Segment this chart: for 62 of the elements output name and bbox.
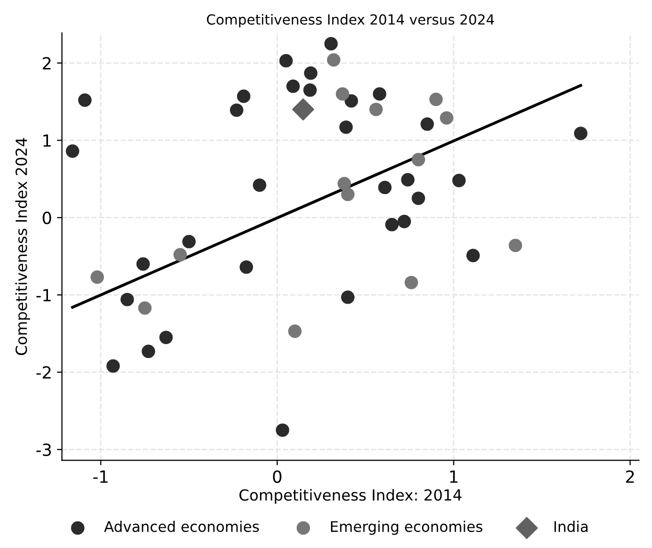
point	[78, 93, 92, 107]
y-tick-label: 1	[43, 134, 51, 147]
point	[90, 270, 104, 284]
point	[182, 234, 196, 248]
point	[385, 218, 399, 232]
point	[412, 152, 426, 166]
point	[341, 188, 355, 202]
point	[142, 344, 156, 358]
point	[420, 117, 434, 131]
point	[404, 276, 418, 290]
point	[336, 87, 350, 101]
point	[120, 292, 134, 306]
legend-label: Advanced economies	[104, 520, 259, 532]
point	[236, 90, 250, 103]
x-tick-label: -1	[93, 470, 108, 483]
point	[466, 248, 480, 262]
y-tick-label: -3	[36, 443, 51, 456]
point	[240, 260, 254, 274]
point	[138, 301, 152, 315]
point	[279, 54, 293, 68]
point	[344, 94, 358, 108]
point	[276, 423, 290, 437]
x-tick-label: 0	[273, 470, 282, 483]
x-axis-title: Competitiveness Index: 2014	[239, 488, 462, 504]
x-tick-label: 2	[626, 470, 634, 483]
y-axis-title: Competitiveness Index 2024	[15, 138, 30, 356]
point	[288, 324, 302, 338]
point	[378, 180, 392, 194]
point	[339, 120, 353, 134]
point	[398, 214, 411, 228]
point	[372, 87, 386, 101]
point	[412, 192, 426, 205]
point	[106, 359, 120, 373]
y-tick-label: 0	[42, 212, 52, 224]
point	[338, 176, 351, 190]
point	[66, 144, 80, 158]
legend-label: Emerging economies	[331, 520, 482, 535]
point	[508, 238, 522, 252]
point	[304, 66, 318, 80]
point	[252, 178, 266, 192]
point	[326, 53, 340, 67]
chart-title: Competitiveness Index 2014 versus 2024	[206, 14, 494, 28]
point	[286, 80, 300, 93]
point	[159, 330, 173, 344]
point	[401, 173, 415, 186]
point	[452, 174, 466, 188]
point	[292, 98, 314, 120]
point	[341, 290, 355, 304]
point	[574, 126, 588, 140]
point	[369, 102, 383, 116]
point	[173, 248, 187, 262]
point	[136, 257, 150, 271]
point	[324, 36, 338, 50]
y-tick-label: -2	[36, 366, 51, 379]
y-tick-label: -1	[36, 289, 51, 302]
point	[429, 92, 443, 106]
legend-label: India	[554, 520, 588, 532]
x-tick-label: 1	[450, 470, 458, 483]
y-tick-label: 2	[42, 56, 51, 70]
point	[303, 83, 317, 97]
point	[440, 111, 454, 125]
point	[230, 103, 244, 117]
